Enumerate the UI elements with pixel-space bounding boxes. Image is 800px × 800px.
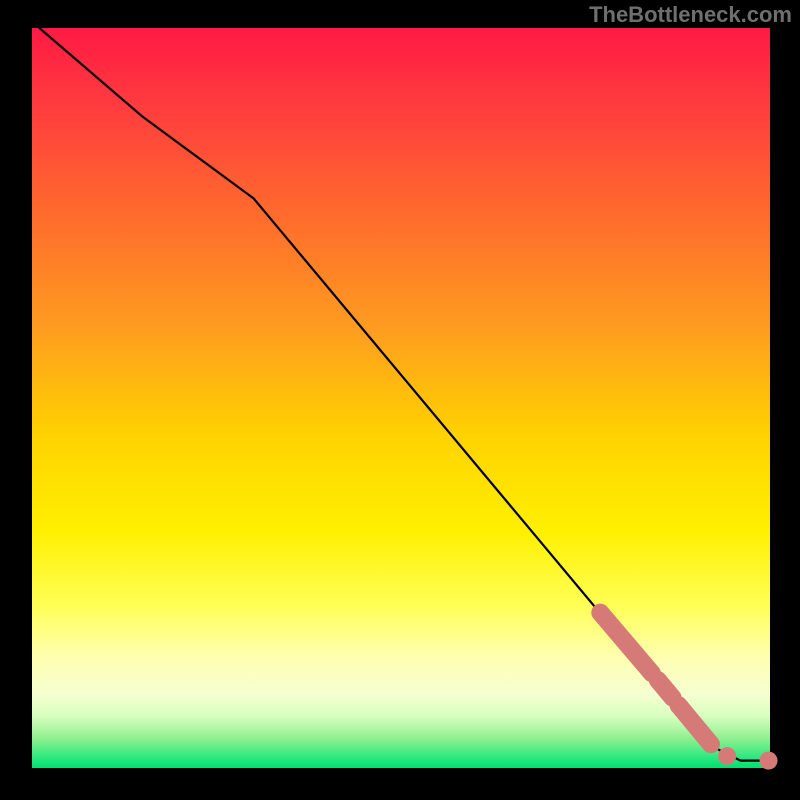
marker-segment	[658, 680, 673, 698]
chart-container: TheBottleneck.com	[0, 0, 800, 800]
plot-background	[32, 28, 770, 768]
chart-svg	[0, 0, 800, 800]
marker-dot	[760, 752, 778, 770]
watermark-text: TheBottleneck.com	[589, 2, 792, 28]
marker-dot	[718, 747, 736, 765]
